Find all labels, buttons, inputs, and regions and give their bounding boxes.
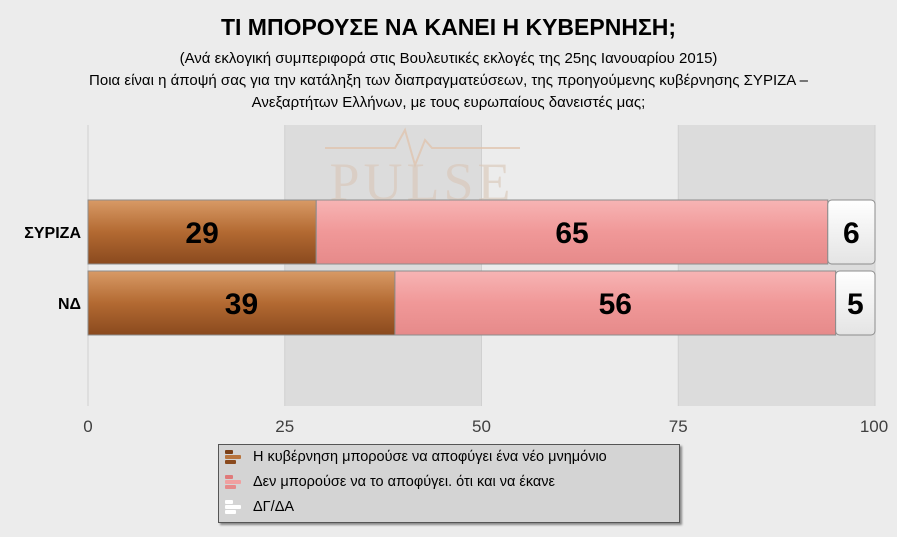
bar-segment bbox=[87, 270, 396, 336]
legend-item-2: Δεν μπορούσε να το αποφύγει. ότι και να … bbox=[225, 471, 555, 493]
legend-label-1: Η κυβέρνηση μπορούσε να αποφύγει ένα νέο… bbox=[253, 449, 607, 465]
x-tick-label: 100 bbox=[860, 417, 888, 436]
legend-swatch-brown-icon bbox=[225, 450, 245, 464]
plot-band bbox=[284, 125, 482, 406]
legend-label-3: ΔΓ/ΔΑ bbox=[253, 499, 295, 515]
x-tick-label: 75 bbox=[669, 417, 688, 436]
chart-legend: Η κυβέρνηση μπορούσε να αποφύγει ένα νέο… bbox=[218, 444, 680, 523]
bar-segment bbox=[835, 270, 876, 336]
data-label: 56 bbox=[599, 288, 632, 321]
plot-band bbox=[88, 125, 285, 406]
data-label: 39 bbox=[225, 288, 258, 321]
chart-subtitle-line-2: Ποια είναι η άποψή σας για την κατάληξη … bbox=[89, 72, 808, 89]
legend-item-1: Η κυβέρνηση μπορούσε να αποφύγει ένα νέο… bbox=[225, 446, 607, 468]
x-tick-label: 25 bbox=[275, 417, 294, 436]
legend-swatch-white-icon bbox=[225, 500, 245, 514]
category-label: ΝΔ bbox=[58, 296, 81, 313]
plot-band bbox=[481, 125, 679, 406]
legend-swatch-pink-icon bbox=[225, 475, 245, 489]
category-label: ΣΥΡΙΖΑ bbox=[24, 225, 81, 242]
data-label: 29 bbox=[185, 217, 218, 250]
bar-segment bbox=[315, 199, 829, 265]
bar-segment bbox=[394, 270, 837, 336]
x-tick-label: 0 bbox=[83, 417, 92, 436]
x-tick-label: 50 bbox=[472, 417, 491, 436]
chart-subtitle-line-1: (Ανά εκλογική συμπεριφορά στις Βουλευτικ… bbox=[179, 50, 718, 67]
data-label: 5 bbox=[847, 288, 864, 321]
legend-item-3: ΔΓ/ΔΑ bbox=[225, 496, 294, 518]
bar-segment bbox=[827, 199, 876, 265]
data-label: 65 bbox=[555, 217, 588, 250]
legend-label-2: Δεν μπορούσε να το αποφύγει. ότι και να … bbox=[253, 474, 556, 490]
data-label: 6 bbox=[843, 217, 860, 250]
chart-subtitle-line-3: Ανεξαρτήτων Ελλήνων, με τους ευρωπαίους … bbox=[251, 94, 646, 111]
plot-band bbox=[678, 125, 875, 406]
watermark-pulse-line-icon bbox=[325, 127, 520, 169]
bar-segment bbox=[87, 199, 317, 265]
chart-title: ΤΙ ΜΠΟΡΟΥΣΕ ΝΑ ΚΑΝΕΙ Η ΚΥΒΕΡΝΗΣΗ; bbox=[220, 14, 677, 40]
